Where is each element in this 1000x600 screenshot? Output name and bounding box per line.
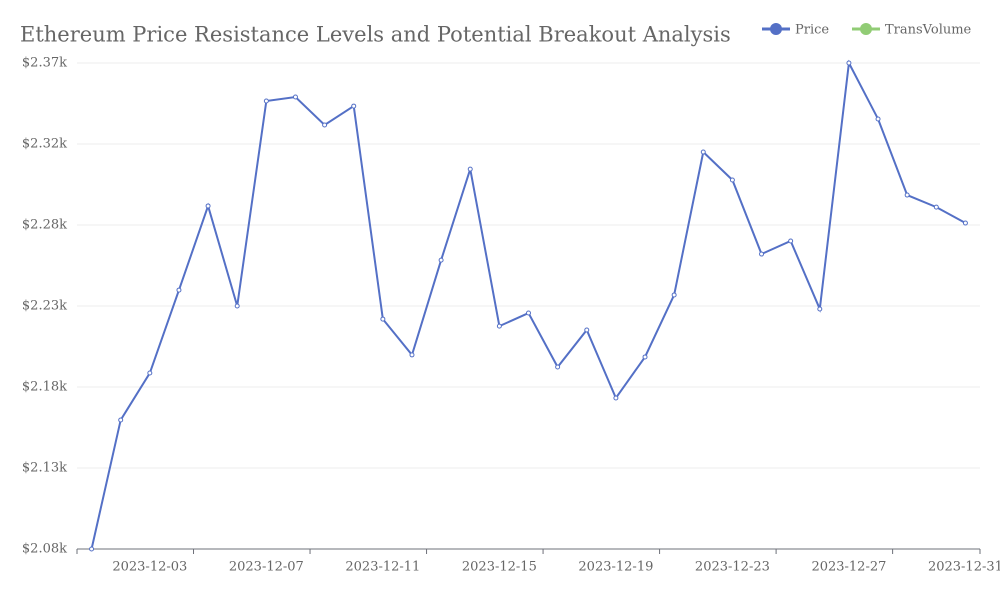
point <box>380 316 386 322</box>
point <box>234 303 240 309</box>
point <box>904 192 910 198</box>
point <box>409 352 415 358</box>
x-tick-label: 2023-12-31 <box>928 560 1000 575</box>
point <box>613 395 619 401</box>
point <box>875 116 881 122</box>
y-tick-label: $2.18k <box>22 379 67 394</box>
x-tick-label: 2023-12-11 <box>345 560 420 575</box>
x-tick-label: 2023-12-23 <box>695 560 770 575</box>
y-tick-label: $2.23k <box>22 299 67 314</box>
point <box>292 94 298 100</box>
point <box>205 203 211 209</box>
point <box>147 370 153 376</box>
point <box>788 238 794 244</box>
legend-marker <box>770 23 782 35</box>
x-tick-label: 2023-12-15 <box>462 560 537 575</box>
point <box>729 177 735 183</box>
point <box>671 292 677 298</box>
y-tick-label: $2.37k <box>22 56 67 71</box>
point <box>526 310 531 316</box>
point <box>846 60 852 66</box>
y-tick-label: $2.13k <box>22 461 67 476</box>
point <box>642 354 648 360</box>
point <box>322 122 328 128</box>
legend-marker <box>860 23 872 35</box>
legend-label: TransVolume <box>885 23 972 38</box>
x-tick-label: 2023-12-07 <box>229 560 304 575</box>
point <box>89 546 95 552</box>
point <box>933 204 939 210</box>
point <box>263 98 269 104</box>
y-tick-label: $2.28k <box>22 218 67 233</box>
legend-label: Price <box>795 23 829 38</box>
point <box>496 323 502 329</box>
x-tick-label: 2023-12-19 <box>578 560 653 575</box>
point <box>467 166 473 172</box>
point <box>438 257 444 263</box>
point <box>700 149 706 155</box>
point <box>176 287 182 293</box>
point <box>555 364 561 370</box>
y-tick-label: $2.08k <box>22 542 67 557</box>
point <box>817 306 823 312</box>
x-tick-label: 2023-12-03 <box>112 560 187 575</box>
point <box>351 103 357 109</box>
chart-title: Ethereum Price Resistance Levels and Pot… <box>20 23 731 47</box>
point <box>584 327 590 333</box>
point <box>118 417 124 423</box>
y-tick-label: $2.32k <box>22 136 67 151</box>
point <box>962 220 968 226</box>
point <box>759 251 765 257</box>
x-tick-label: 2023-12-27 <box>811 560 886 575</box>
